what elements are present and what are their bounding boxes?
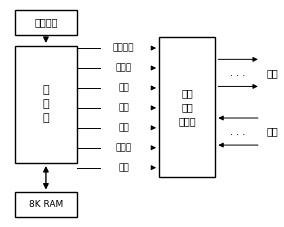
Text: 输出: 输出 xyxy=(266,68,278,78)
Text: 起动: 起动 xyxy=(118,103,129,112)
Text: 方向: 方向 xyxy=(118,84,129,92)
FancyBboxPatch shape xyxy=(15,192,77,217)
Text: 单
片
机: 单 片 机 xyxy=(43,86,49,123)
Text: 出发点: 出发点 xyxy=(116,143,132,152)
Text: 半／全: 半／全 xyxy=(116,64,132,72)
Text: . . .: . . . xyxy=(230,68,246,78)
FancyBboxPatch shape xyxy=(159,37,216,177)
Text: 输入: 输入 xyxy=(266,126,278,137)
Text: 光电
隔离
及驱动: 光电 隔离 及驱动 xyxy=(178,88,196,126)
Text: 步进时钟: 步进时钟 xyxy=(113,44,134,53)
Text: 控制: 控制 xyxy=(118,123,129,132)
Text: 8K RAM: 8K RAM xyxy=(29,200,63,209)
Text: . . .: . . . xyxy=(230,126,246,137)
Text: 复位: 复位 xyxy=(118,163,129,172)
Text: 晶振电路: 晶振电路 xyxy=(34,17,58,27)
FancyBboxPatch shape xyxy=(15,46,77,163)
FancyBboxPatch shape xyxy=(15,10,77,35)
